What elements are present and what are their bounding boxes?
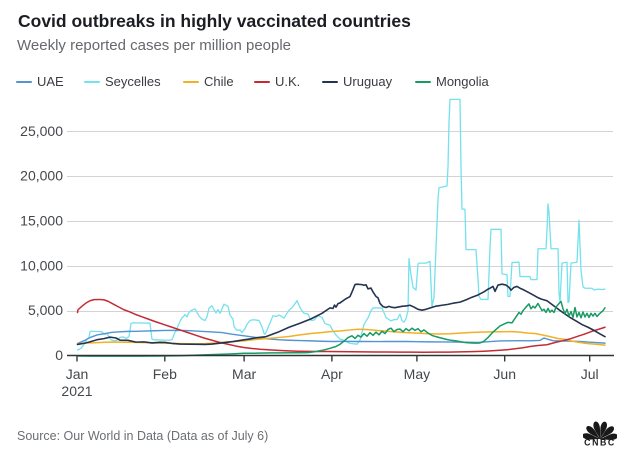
svg-text:Jan: Jan — [66, 366, 89, 382]
svg-text:Jun: Jun — [493, 366, 516, 382]
svg-text:Apr: Apr — [321, 366, 343, 382]
svg-text:10,000: 10,000 — [20, 257, 63, 273]
svg-text:2021: 2021 — [61, 383, 92, 399]
svg-text:Jul: Jul — [581, 366, 599, 382]
svg-text:May: May — [404, 366, 430, 382]
svg-text:15,000: 15,000 — [20, 212, 63, 228]
svg-text:5,000: 5,000 — [28, 302, 63, 318]
svg-text:Mar: Mar — [232, 366, 256, 382]
svg-text:25,000: 25,000 — [20, 123, 63, 139]
svg-text:0: 0 — [55, 347, 63, 363]
svg-text:Feb: Feb — [153, 366, 177, 382]
svg-text:20,000: 20,000 — [20, 168, 63, 184]
svg-text:CNBC: CNBC — [584, 437, 616, 446]
